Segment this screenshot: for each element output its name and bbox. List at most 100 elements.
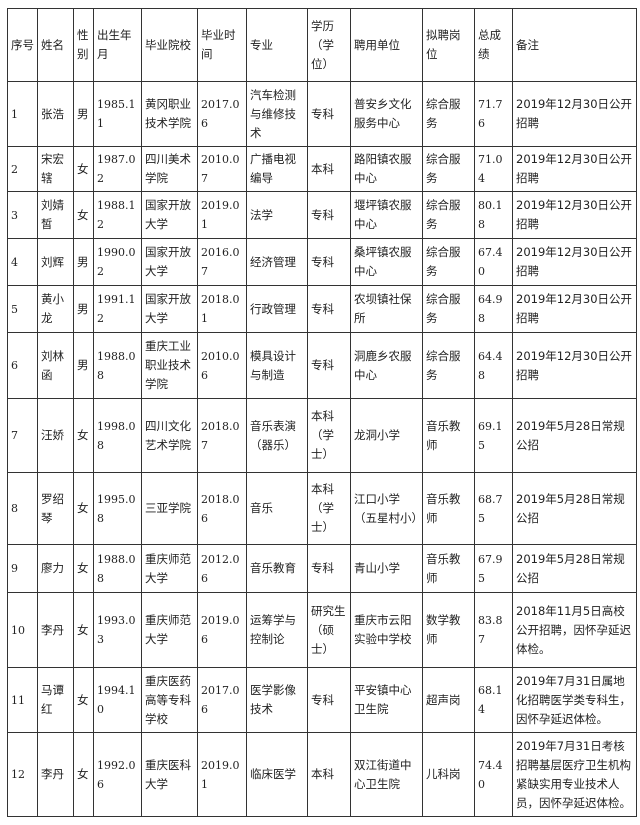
cell-birth: 1987.02 bbox=[93, 146, 142, 192]
cell-employer: 洞鹿乡农服中心 bbox=[350, 332, 423, 399]
cell-birth: 1995.08 bbox=[93, 472, 142, 545]
cell-gender: 男 bbox=[73, 285, 94, 333]
cell-score: 68.14 bbox=[474, 667, 513, 733]
cell-major: 法学 bbox=[246, 191, 308, 239]
cell-gender: 女 bbox=[73, 398, 94, 473]
cell-position: 综合服务 bbox=[422, 238, 475, 286]
cell-employer: 桑坪镇农服中心 bbox=[350, 238, 423, 286]
cell-grad-date: 2016.07 bbox=[197, 238, 247, 286]
cell-name: 黄小龙 bbox=[37, 285, 74, 333]
cell-grad-date: 2010.07 bbox=[197, 146, 247, 192]
cell-major: 音乐 bbox=[246, 472, 308, 545]
cell-employer: 青山小学 bbox=[350, 544, 423, 593]
table-row: 10 李丹女 1993.03 重庆师范大学 2019.06 运筹学与控制论 研究生（硕士）重… bbox=[7, 592, 637, 668]
cell-seq: 8 bbox=[7, 472, 38, 545]
cell-birth: 1988.08 bbox=[93, 544, 142, 593]
cell-degree: 专科 bbox=[307, 285, 351, 333]
cell-position: 综合服务 bbox=[422, 285, 475, 333]
cell-employer: 重庆市云阳实验中学校 bbox=[350, 592, 423, 668]
table-row: 1 张浩男 1985.11 黄冈职业技术学院 2017.06 汽车检测与维修技术 专科 普安乡… bbox=[7, 81, 637, 147]
cell-remarks: 2019年12月30日公开招聘 bbox=[512, 238, 637, 286]
cell-seq: 6 bbox=[7, 332, 38, 399]
cell-major: 医学影像技术 bbox=[246, 667, 308, 733]
cell-gender: 女 bbox=[73, 667, 94, 733]
cell-name: 廖力 bbox=[37, 544, 74, 593]
cell-degree: 本科（学士） bbox=[307, 398, 351, 473]
cell-position: 数学教师 bbox=[422, 592, 475, 668]
cell-major: 运筹学与控制论 bbox=[246, 592, 308, 668]
table-row: 3 刘婧皙女 1988.12 国家开放大学 2019.01 法学 专科 堰坪镇农服中心 综合服务… bbox=[7, 191, 637, 239]
cell-school: 三亚学院 bbox=[141, 472, 198, 545]
cell-degree: 专科 bbox=[307, 238, 351, 286]
cell-seq: 3 bbox=[7, 191, 38, 239]
table-row: 11 马谭红女 1994.10 重庆医药高等专科学校 2017.06 医学影像技术 专科 平安… bbox=[7, 667, 637, 733]
cell-score: 80.18 bbox=[474, 191, 513, 239]
cell-degree: 专科 bbox=[307, 191, 351, 239]
cell-position: 音乐教师 bbox=[422, 544, 475, 593]
cell-remarks: 2018年11月5日高校公开招聘，因怀孕延迟体检。 bbox=[512, 592, 637, 668]
cell-gender: 女 bbox=[73, 592, 94, 668]
cell-degree: 本科 bbox=[307, 732, 351, 817]
cell-gender: 女 bbox=[73, 146, 94, 192]
cell-employer: 双江街道中心卫生院 bbox=[350, 732, 423, 817]
cell-school: 国家开放大学 bbox=[141, 285, 198, 333]
cell-position: 综合服务 bbox=[422, 146, 475, 192]
cell-school: 四川文化艺术学院 bbox=[141, 398, 198, 473]
cell-gender: 女 bbox=[73, 732, 94, 817]
cell-score: 64.48 bbox=[474, 332, 513, 399]
cell-score: 71.04 bbox=[474, 146, 513, 192]
cell-degree: 专科 bbox=[307, 667, 351, 733]
cell-employer: 平安镇中心卫生院 bbox=[350, 667, 423, 733]
table-row: 6 刘林函男 1988.08 重庆工业职业技术学院 2010.06 模具设计与制造 专科 洞鹿… bbox=[7, 332, 637, 399]
cell-grad-date: 2019.01 bbox=[197, 732, 247, 817]
cell-seq: 12 bbox=[7, 732, 38, 817]
cell-employer: 路阳镇农服中心 bbox=[350, 146, 423, 192]
cell-major: 广播电视编导 bbox=[246, 146, 308, 192]
header-grad-date: 毕业时间 bbox=[197, 8, 247, 82]
cell-score: 68.75 bbox=[474, 472, 513, 545]
cell-remarks: 2019年7月31日考核招聘基层医疗卫生机构紧缺实用专业技术人员，因怀孕延迟体检… bbox=[512, 732, 637, 817]
cell-position: 儿科岗 bbox=[422, 732, 475, 817]
cell-name: 刘林函 bbox=[37, 332, 74, 399]
cell-score: 74.40 bbox=[474, 732, 513, 817]
cell-score: 67.40 bbox=[474, 238, 513, 286]
header-name: 姓名 bbox=[37, 8, 74, 82]
cell-school: 黄冈职业技术学院 bbox=[141, 81, 198, 147]
cell-degree: 专科 bbox=[307, 332, 351, 399]
header-gender: 性别 bbox=[73, 8, 94, 82]
cell-name: 汪娇 bbox=[37, 398, 74, 473]
cell-position: 综合服务 bbox=[422, 191, 475, 239]
cell-name: 马谭红 bbox=[37, 667, 74, 733]
cell-degree: 本科 bbox=[307, 146, 351, 192]
cell-major: 临床医学 bbox=[246, 732, 308, 817]
cell-degree: 专科 bbox=[307, 81, 351, 147]
cell-gender: 男 bbox=[73, 238, 94, 286]
cell-position: 超声岗 bbox=[422, 667, 475, 733]
cell-employer: 农坝镇社保所 bbox=[350, 285, 423, 333]
cell-birth: 1988.12 bbox=[93, 191, 142, 239]
cell-major: 音乐教育 bbox=[246, 544, 308, 593]
cell-seq: 10 bbox=[7, 592, 38, 668]
cell-birth: 1993.03 bbox=[93, 592, 142, 668]
cell-seq: 9 bbox=[7, 544, 38, 593]
cell-major: 汽车检测与维修技术 bbox=[246, 81, 308, 147]
cell-birth: 1991.12 bbox=[93, 285, 142, 333]
cell-grad-date: 2018.07 bbox=[197, 398, 247, 473]
table-row: 5 黄小龙男 1991.12 国家开放大学 2018.01 行政管理 专科 农坝镇社保所 综合服… bbox=[7, 285, 637, 333]
cell-name: 刘辉 bbox=[37, 238, 74, 286]
cell-seq: 5 bbox=[7, 285, 38, 333]
cell-remarks: 2019年7月31日属地化招聘医学类专科生，因怀孕延迟体检。 bbox=[512, 667, 637, 733]
cell-position: 音乐教师 bbox=[422, 472, 475, 545]
cell-employer: 堰坪镇农服中心 bbox=[350, 191, 423, 239]
cell-grad-date: 2017.06 bbox=[197, 81, 247, 147]
cell-degree: 本科（学士） bbox=[307, 472, 351, 545]
cell-remarks: 2019年12月30日公开招聘 bbox=[512, 332, 637, 399]
cell-employer: 龙洞小学 bbox=[350, 398, 423, 473]
cell-school: 重庆医药高等专科学校 bbox=[141, 667, 198, 733]
cell-remarks: 2019年5月28日常规公招 bbox=[512, 398, 637, 473]
cell-grad-date: 2012.06 bbox=[197, 544, 247, 593]
table-row: 8 罗绍琴女 1995.08 三亚学院 2018.06 音乐 本科（学士） 江口小学（五星村小… bbox=[7, 472, 637, 545]
table-row: 12 李丹女 1992.06 重庆医科大学 2019.01 临床医学 本科 双江街道中心卫生院… bbox=[7, 732, 637, 817]
cell-school: 重庆医科大学 bbox=[141, 732, 198, 817]
table-row: 4 刘辉男 1990.02 国家开放大学 2016.07 经济管理 专科 桑坪镇农服中心 综合服… bbox=[7, 238, 637, 286]
